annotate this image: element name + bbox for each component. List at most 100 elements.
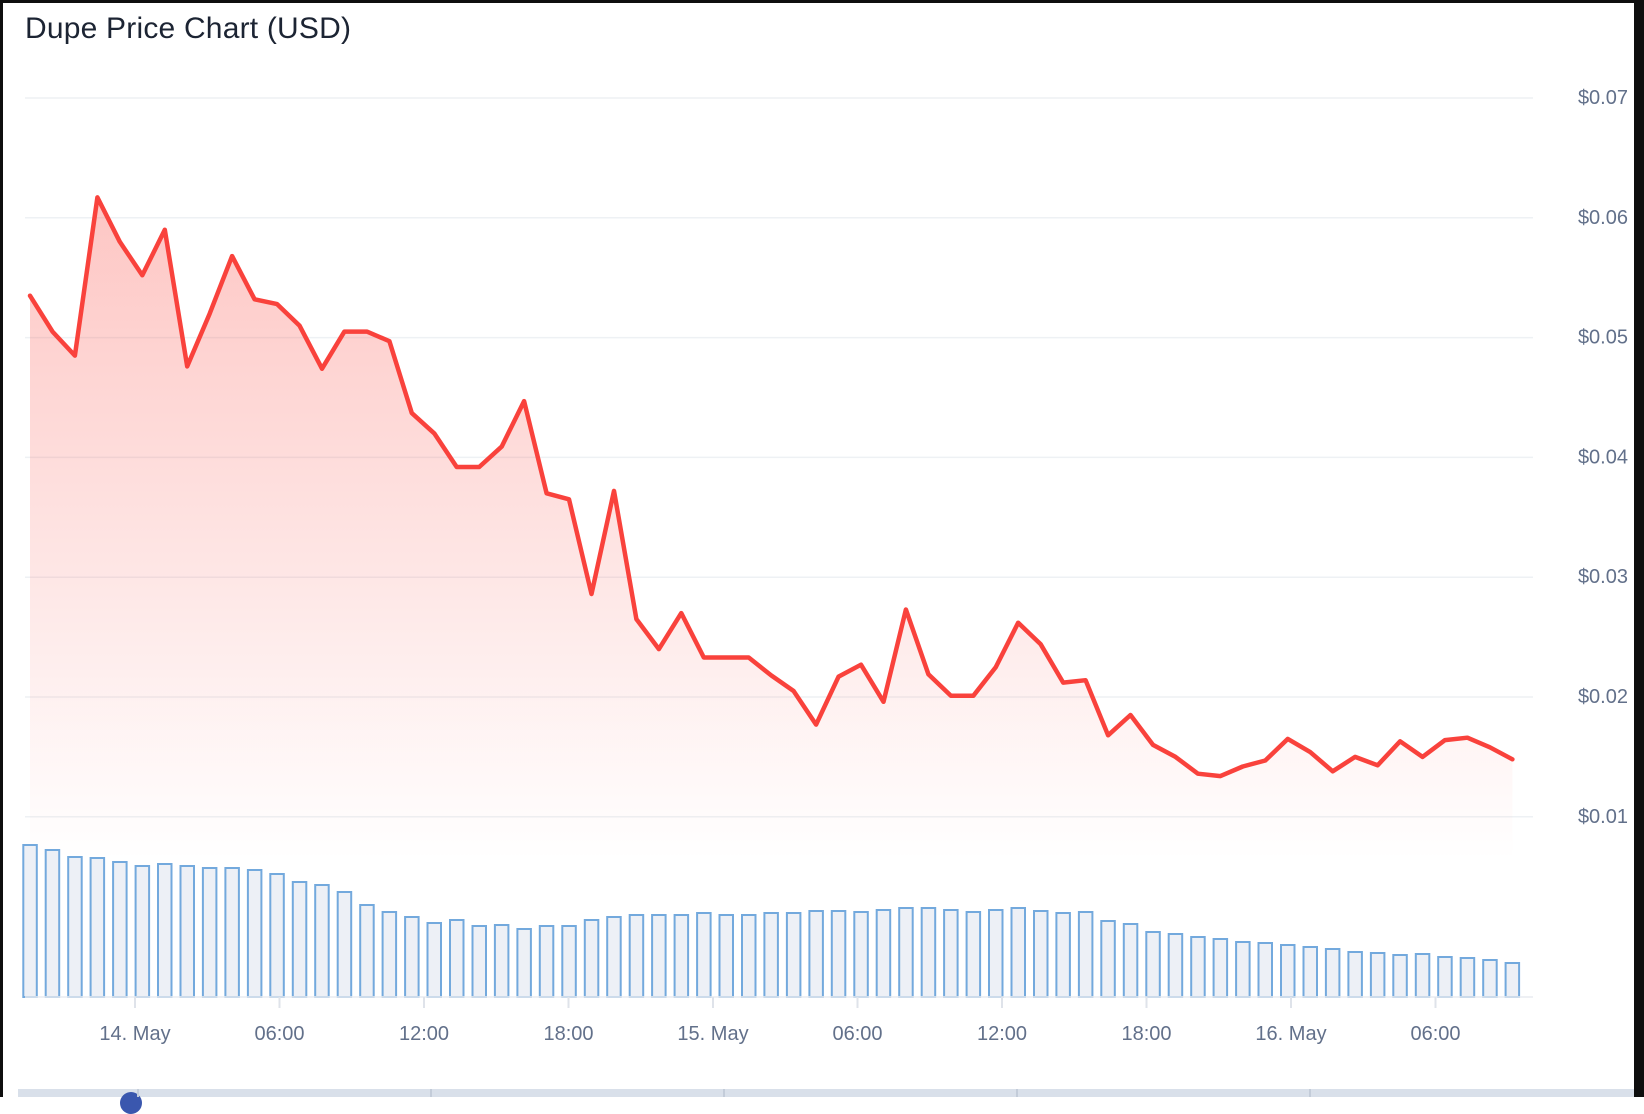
volume-bar[interactable] <box>1302 946 1318 998</box>
window-border-top <box>0 0 1644 3</box>
volume-bar[interactable] <box>1145 931 1161 998</box>
x-axis-label: 16. May <box>1255 1023 1326 1045</box>
volume-bar[interactable] <box>314 884 330 998</box>
volume-bar[interactable] <box>224 867 240 998</box>
x-axis-label: 06:00 <box>1410 1023 1460 1045</box>
volume-bar[interactable] <box>359 904 375 998</box>
table-column-divider <box>1016 1089 1018 1097</box>
volume-bar[interactable] <box>269 873 285 998</box>
y-axis-label: $0.06 <box>1578 207 1628 229</box>
volume-bar[interactable] <box>157 863 173 998</box>
volume-bar[interactable] <box>763 912 779 998</box>
x-axis-label: 12:00 <box>399 1023 449 1045</box>
volume-bar[interactable] <box>291 881 308 998</box>
volume-bar[interactable] <box>1280 944 1296 998</box>
y-axis-label: $0.05 <box>1578 327 1628 349</box>
price-line-path <box>27 195 1515 779</box>
table-column-divider <box>723 1089 725 1097</box>
volume-bar[interactable] <box>22 844 38 998</box>
volume-bar[interactable] <box>808 910 824 998</box>
volume-bar[interactable] <box>606 916 622 998</box>
y-axis-label: $0.01 <box>1578 806 1628 828</box>
volume-bar[interactable] <box>1324 948 1341 998</box>
volume-bar[interactable] <box>246 869 263 998</box>
volume-bar[interactable] <box>875 909 892 998</box>
volume-bar[interactable] <box>696 912 712 998</box>
volume-bar[interactable] <box>853 911 869 998</box>
y-axis-label: $0.03 <box>1578 566 1628 588</box>
volume-bar[interactable] <box>201 867 218 998</box>
volume-bar[interactable] <box>830 910 847 998</box>
x-axis-label: 06:00 <box>832 1023 882 1045</box>
volume-bar[interactable] <box>561 925 577 998</box>
price-line <box>27 195 1515 779</box>
volume-bar[interactable] <box>1369 952 1386 998</box>
volume-bar[interactable] <box>1055 912 1071 998</box>
volume-bar[interactable] <box>134 865 151 998</box>
volume-bar[interactable] <box>741 914 757 998</box>
volume-bar[interactable] <box>920 907 937 998</box>
volume-bar[interactable] <box>628 914 645 998</box>
volume-bar[interactable] <box>1414 953 1431 998</box>
volume-bar[interactable] <box>1010 907 1026 998</box>
volume-bar[interactable] <box>1482 959 1498 998</box>
x-axis-label: 15. May <box>677 1023 748 1045</box>
volume-bar[interactable] <box>785 912 802 998</box>
volume-bar[interactable] <box>1392 954 1408 998</box>
y-axis-labels: $0.07 $0.06 $0.05 $0.04 $0.03 $0.02 $0.01 <box>1578 87 1628 828</box>
volume-bar[interactable] <box>718 914 734 998</box>
volume-bar[interactable] <box>179 865 195 998</box>
volume-bar[interactable] <box>988 909 1004 998</box>
volume-bar[interactable] <box>89 857 106 998</box>
x-axis <box>25 996 1533 1008</box>
volume-bar[interactable] <box>1212 938 1229 998</box>
volume-bar[interactable] <box>1100 920 1116 998</box>
y-axis-label: $0.02 <box>1578 686 1628 708</box>
x-axis-label: 06:00 <box>254 1023 304 1045</box>
volume-bar[interactable] <box>426 922 442 998</box>
volume-bar[interactable] <box>381 911 398 998</box>
volume-bar[interactable] <box>1257 942 1273 998</box>
price-area-fill <box>30 197 1513 997</box>
volume-bar[interactable] <box>965 911 982 998</box>
x-axis-label: 14. May <box>99 1023 170 1045</box>
window-border-left <box>0 0 3 1097</box>
volume-bar[interactable] <box>1033 910 1049 998</box>
y-axis-label: $0.07 <box>1578 87 1628 109</box>
volume-bar[interactable] <box>538 925 555 998</box>
x-axis-label: 18:00 <box>543 1023 593 1045</box>
table-column-divider <box>1309 1089 1311 1097</box>
volume-bar[interactable] <box>404 916 420 998</box>
volume-bar[interactable] <box>449 919 465 998</box>
price-area <box>30 197 1513 997</box>
volume-bar[interactable] <box>516 928 532 998</box>
window-border-right <box>1634 0 1644 1097</box>
volume-bar[interactable] <box>1077 911 1094 998</box>
table-column-divider <box>430 1089 432 1097</box>
volume-bar[interactable] <box>1504 962 1521 998</box>
volume-bar[interactable] <box>943 909 959 998</box>
volume-bar[interactable] <box>1167 933 1184 998</box>
volume-bar[interactable] <box>67 856 83 998</box>
volume-bar[interactable] <box>1122 923 1139 998</box>
chart-title: Dupe Price Chart (USD) <box>25 12 352 45</box>
volume-bar[interactable] <box>1459 957 1476 998</box>
volume-bar[interactable] <box>493 924 510 998</box>
table-column-divider <box>137 1089 139 1097</box>
volume-bar[interactable] <box>1235 941 1251 998</box>
volume-bar[interactable] <box>1347 951 1363 998</box>
volume-bar[interactable] <box>673 914 690 998</box>
x-axis-label: 12:00 <box>977 1023 1027 1045</box>
x-axis-label: 18:00 <box>1121 1023 1171 1045</box>
volume-bar[interactable] <box>1190 936 1206 998</box>
volume-bar[interactable] <box>471 925 487 998</box>
volume-bar[interactable] <box>583 919 600 998</box>
volume-bar[interactable] <box>898 907 914 998</box>
volume-bar[interactable] <box>651 914 667 998</box>
volume-bar[interactable] <box>336 891 353 998</box>
volume-bar[interactable] <box>44 849 61 998</box>
volume-bar[interactable] <box>1437 956 1453 998</box>
table-header-partial[interactable] <box>18 1089 1634 1114</box>
volume-bar[interactable] <box>112 861 128 998</box>
